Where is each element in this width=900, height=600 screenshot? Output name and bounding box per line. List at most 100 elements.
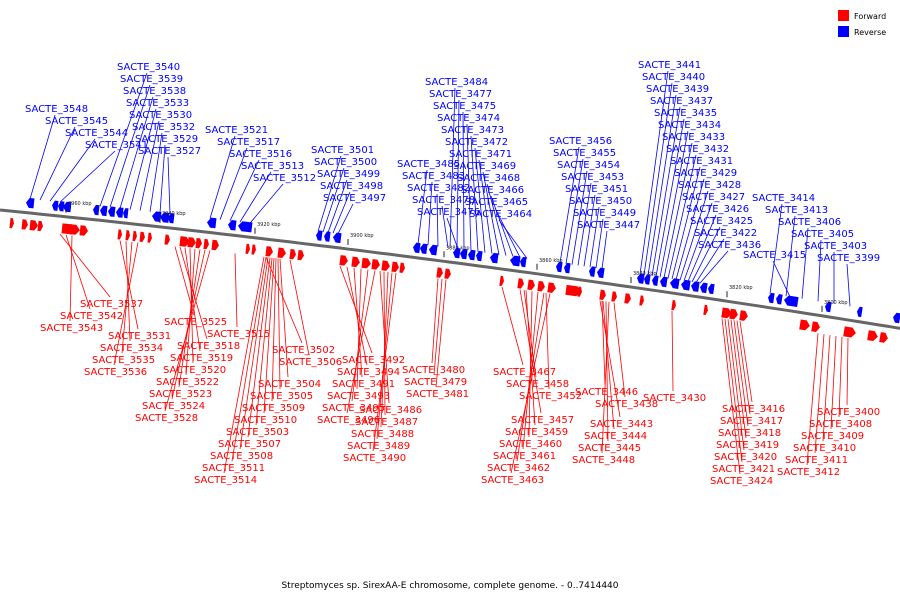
gene-label: SACTE_3424 <box>710 476 773 487</box>
gene-label: SACTE_3518 <box>177 341 240 352</box>
label-leader-line <box>239 257 269 450</box>
reverse-gene-glyph <box>490 252 499 264</box>
forward-gene-glyph <box>69 224 80 235</box>
gene-label: SACTE_3515 <box>207 329 270 340</box>
gene-label: SACTE_3469 <box>453 161 516 172</box>
gene-label: SACTE_3505 <box>250 391 313 402</box>
label-leader-line <box>223 256 265 474</box>
gene-label: SACTE_3490 <box>343 453 406 464</box>
label-leader-line <box>727 319 745 451</box>
reverse-gene-glyph <box>333 232 342 244</box>
label-leader-line <box>605 301 609 442</box>
legend-reverse-swatch <box>838 26 849 37</box>
label-leader-line <box>601 301 610 454</box>
gene-label: SACTE_3536 <box>84 367 147 378</box>
label-leader-line <box>510 293 551 474</box>
gene-label: SACTE_3542 <box>60 311 123 322</box>
label-leader-line <box>263 258 275 414</box>
scale-tick-label: 3800 kbp <box>824 300 848 306</box>
label-leader-line <box>327 179 348 233</box>
gene-label: SACTE_3493 <box>327 391 390 402</box>
label-leader-line <box>69 235 73 322</box>
reverse-gene-glyph <box>597 267 605 279</box>
forward-gene-glyph <box>517 278 524 289</box>
reverse-gene-glyph <box>893 312 900 324</box>
label-leader-line <box>683 202 713 281</box>
forward-gene-glyph <box>125 230 130 241</box>
forward-gene-glyph <box>639 295 644 306</box>
gene-label: SACTE_3516 <box>229 149 292 160</box>
label-leader-line <box>356 268 362 390</box>
reverse-gene-glyph <box>637 273 645 284</box>
forward-gene-glyph <box>499 275 504 287</box>
gene-label: SACTE_3439 <box>646 84 709 95</box>
label-leader-line <box>271 258 277 402</box>
label-leader-line <box>486 183 507 256</box>
forward-gene-glyph <box>132 230 137 242</box>
gene-label: SACTE_3511 <box>202 463 265 474</box>
scale-tick-label: 3900 kbp <box>350 233 374 239</box>
gene-label: SACTE_3504 <box>258 379 321 390</box>
label-leader-line <box>231 257 267 462</box>
forward-gene-glyph <box>211 239 219 251</box>
reverse-gene-glyph <box>776 294 783 305</box>
forward-gene-glyph <box>671 300 676 311</box>
gene-label: SACTE_3501 <box>311 145 374 156</box>
label-leader-line <box>99 72 148 207</box>
label-leader-line <box>583 194 596 267</box>
label-leader-line <box>417 169 428 244</box>
label-leader-line <box>332 191 351 234</box>
label-leader-line <box>125 241 131 342</box>
gene-label: SACTE_3451 <box>565 184 628 195</box>
label-leader-line <box>516 292 545 462</box>
reverse-gene-glyph <box>660 276 668 288</box>
reverse-gene-glyph <box>670 278 680 289</box>
reverse-gene-glyph <box>564 262 571 274</box>
reverse-gene-glyph <box>93 204 100 216</box>
label-leader-line <box>769 203 783 294</box>
label-leader-line <box>446 217 459 250</box>
label-leader-line <box>599 300 621 418</box>
forward-gene-glyph <box>187 237 196 248</box>
legend-reverse-label: Reverse <box>854 28 886 37</box>
label-leader-line <box>736 320 751 415</box>
reverse-gene-glyph <box>556 261 563 273</box>
reverse-gene-glyph <box>429 244 438 256</box>
reverse-gene-glyph <box>825 301 832 313</box>
forward-gene-glyph <box>703 304 708 316</box>
forward-gene-glyph <box>29 220 38 231</box>
gene-label: SACTE_3478 <box>412 195 475 206</box>
gene-label: SACTE_3524 <box>142 401 205 412</box>
label-leader-line <box>733 320 749 427</box>
reverse-gene-glyph <box>460 248 468 260</box>
gene-label: SACTE_3408 <box>809 419 872 430</box>
label-leader-line <box>589 206 600 268</box>
reverse-gene-glyph <box>207 217 217 229</box>
forward-gene-glyph <box>371 259 380 270</box>
gene-label: SACTE_3503 <box>226 427 289 438</box>
gene-label: SACTE_3522 <box>156 377 219 388</box>
gene-label: SACTE_3510 <box>234 415 297 426</box>
label-leader-line <box>380 272 389 428</box>
gene-label: SACTE_3507 <box>218 439 281 450</box>
label-leader-line <box>435 279 447 388</box>
gene-label: SACTE_3417 <box>720 416 783 427</box>
label-leader-line <box>814 334 825 454</box>
forward-gene-glyph <box>399 262 405 273</box>
scale-tick-label: 3860 kbp <box>539 258 563 264</box>
label-leader-line <box>785 215 796 297</box>
gene-label: SACTE_3487 <box>355 417 418 428</box>
forward-gene-glyph <box>879 332 888 343</box>
label-leader-line <box>353 267 363 378</box>
forward-gene-glyph <box>117 229 122 240</box>
forward-gene-glyph <box>537 280 545 292</box>
reverse-gene-glyph <box>476 250 483 262</box>
label-leader-line <box>739 321 753 403</box>
gene-label: SACTE_3533 <box>126 98 189 109</box>
gene-label: SACTE_3514 <box>194 475 257 486</box>
label-leader-line <box>119 96 154 209</box>
gene-label: SACTE_3494 <box>337 367 400 378</box>
gene-label: SACTE_3539 <box>120 74 183 85</box>
label-leader-line <box>317 155 342 232</box>
